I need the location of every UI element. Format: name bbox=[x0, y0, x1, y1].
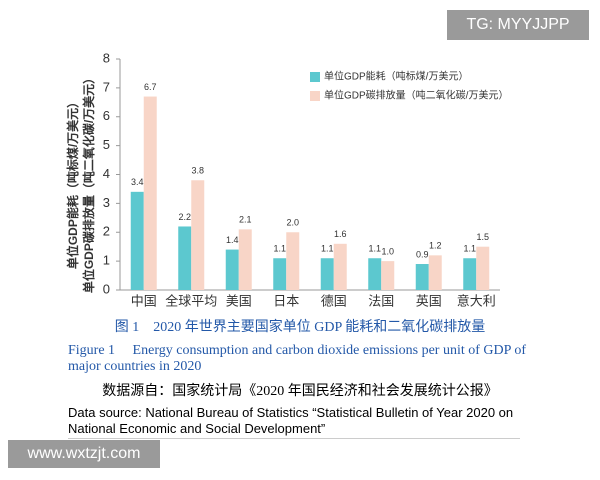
legend-label: 单位GDP能耗（吨标煤/万美元） bbox=[324, 70, 468, 83]
legend-swatch bbox=[310, 91, 320, 101]
y-tick-label: 3 bbox=[103, 195, 110, 210]
value-label: 1.5 bbox=[476, 232, 489, 242]
bar bbox=[476, 246, 490, 290]
bar bbox=[191, 180, 205, 290]
x-tick-label: 日本 bbox=[273, 293, 299, 308]
value-label: 1.1 bbox=[368, 244, 381, 254]
value-label: 1.0 bbox=[381, 247, 394, 257]
caption-en: Figure 1 Energy consumption and carbon d… bbox=[68, 343, 527, 374]
x-tick-label: 全球平均 bbox=[165, 293, 217, 308]
value-label: 1.6 bbox=[334, 229, 347, 239]
bar bbox=[415, 264, 429, 290]
bar bbox=[368, 258, 382, 290]
y-tick-label: 7 bbox=[103, 79, 110, 94]
bar bbox=[143, 96, 157, 290]
watermark: TG: MYYJJPP bbox=[447, 10, 589, 40]
x-tick-label: 中国 bbox=[131, 293, 157, 308]
x-tick-label: 意大利 bbox=[457, 293, 496, 308]
value-label: 2.2 bbox=[178, 212, 191, 222]
value-label: 3.4 bbox=[131, 177, 144, 187]
source-zh: 数据源自：国家统计局《2020 年国民经济和社会发展统计公报》 bbox=[102, 384, 498, 399]
bar bbox=[225, 249, 239, 290]
y-tick-label: 2 bbox=[103, 224, 110, 239]
y-tick-label: 1 bbox=[103, 253, 110, 268]
bar bbox=[381, 261, 395, 290]
bar bbox=[333, 243, 347, 290]
bar bbox=[238, 229, 252, 290]
y-tick-label: 0 bbox=[103, 281, 110, 296]
value-label: 6.7 bbox=[144, 82, 157, 92]
bar bbox=[286, 232, 300, 290]
value-label: 1.1 bbox=[463, 244, 476, 254]
bar bbox=[320, 258, 334, 290]
x-tick-label: 德国 bbox=[321, 293, 347, 308]
rule bbox=[68, 438, 520, 439]
value-label: 1.1 bbox=[273, 244, 286, 254]
bar bbox=[428, 255, 442, 290]
value-label: 1.4 bbox=[226, 235, 239, 245]
y-axis-label: 单位GDP碳排放量（吨二氧化碳/万美元） bbox=[81, 72, 96, 293]
value-label: 1.2 bbox=[429, 241, 442, 251]
x-tick-label: 法国 bbox=[368, 293, 394, 308]
y-tick-label: 4 bbox=[103, 166, 110, 181]
source-en: Data source: National Bureau of Statisti… bbox=[68, 405, 514, 436]
bar bbox=[463, 258, 477, 290]
x-tick-label: 美国 bbox=[226, 293, 252, 308]
legend-label: 单位GDP碳排放量（吨二氧化碳/万美元） bbox=[324, 89, 508, 102]
value-label: 2.1 bbox=[239, 215, 252, 225]
bar bbox=[273, 258, 287, 290]
value-label: 2.0 bbox=[286, 218, 299, 228]
legend-swatch bbox=[310, 72, 320, 82]
y-tick-label: 8 bbox=[103, 50, 110, 65]
watermark: www.wxtzjt.com bbox=[8, 440, 160, 468]
y-axis-label: 单位GDP能耗（吨标煤/万美元） bbox=[65, 96, 80, 269]
y-tick-label: 5 bbox=[103, 137, 110, 152]
bar bbox=[178, 226, 192, 290]
caption-zh: 图 1 2020 年世界主要国家单位 GDP 能耗和二氧化碳排放量 bbox=[114, 320, 486, 335]
y-tick-label: 6 bbox=[103, 108, 110, 123]
value-label: 0.9 bbox=[416, 249, 429, 259]
bar bbox=[130, 191, 144, 290]
x-tick-label: 英国 bbox=[416, 293, 442, 308]
value-label: 1.1 bbox=[321, 244, 334, 254]
value-label: 3.8 bbox=[191, 166, 204, 176]
